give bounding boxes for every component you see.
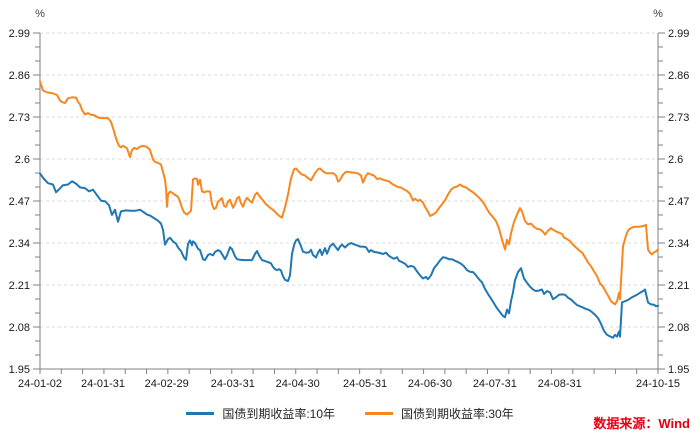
x-tick-label: 24-02-29 xyxy=(145,378,189,390)
x-tick-label: 24-05-31 xyxy=(343,378,387,390)
x-tick-label: 24-01-31 xyxy=(81,378,125,390)
y-tick-label-left: 2.47 xyxy=(9,196,30,208)
legend-item-30y: 国债到期收益率:30年 xyxy=(365,405,514,422)
y-tick-label-right: 2.08 xyxy=(668,322,689,334)
y-tick-label-left: 2.6 xyxy=(15,154,30,166)
legend-item-10y: 国债到期收益率:10年 xyxy=(186,405,335,422)
y-axis-unit-right: % xyxy=(653,8,663,20)
y-tick-label-right: 2.73 xyxy=(668,112,689,124)
x-tick-label: 24-04-30 xyxy=(276,378,320,390)
legend: 国债到期收益率:10年 国债到期收益率:30年 xyxy=(0,403,700,423)
legend-line-swatch-10y xyxy=(186,411,215,415)
y-tick-label-right: 1.95 xyxy=(668,364,689,376)
y-tick-label-left: 2.08 xyxy=(9,322,30,334)
y-tick-label-right: 2.34 xyxy=(668,238,689,250)
y-tick-label-left: 2.21 xyxy=(9,280,30,292)
x-tick-label: 24-06-30 xyxy=(408,378,452,390)
y-tick-label-left: 2.73 xyxy=(9,112,30,124)
x-tick-label: 24-08-31 xyxy=(538,378,582,390)
source-note: 数据来源：Wind xyxy=(593,416,690,431)
legend-label-30y: 国债到期收益率:30年 xyxy=(401,406,514,421)
y-tick-label-left: 1.95 xyxy=(9,364,30,376)
x-tick-label: 24-01-02 xyxy=(18,378,62,390)
y-tick-label-left: 2.86 xyxy=(9,70,30,82)
x-tick-label: 24-03-31 xyxy=(211,378,255,390)
series-line-30y xyxy=(39,80,659,306)
y-tick-label-left: 2.34 xyxy=(9,238,30,250)
y-tick-label-right: 2.99 xyxy=(668,28,689,40)
y-tick-label-left: 2.99 xyxy=(9,28,30,40)
y-axis-unit-left: % xyxy=(35,8,45,20)
y-tick-label-right: 2.6 xyxy=(668,154,683,166)
y-tick-label-right: 2.47 xyxy=(668,196,689,208)
x-tick-label: 24-07-31 xyxy=(473,378,517,390)
legend-line-swatch-30y xyxy=(365,411,393,415)
x-tick-label: 24-10-15 xyxy=(636,378,680,390)
series-line-10y xyxy=(39,172,659,339)
y-tick-label-right: 2.21 xyxy=(668,280,689,292)
legend-label-10y: 国债到期收益率:10年 xyxy=(222,406,335,421)
y-tick-label-right: 2.86 xyxy=(668,70,689,82)
